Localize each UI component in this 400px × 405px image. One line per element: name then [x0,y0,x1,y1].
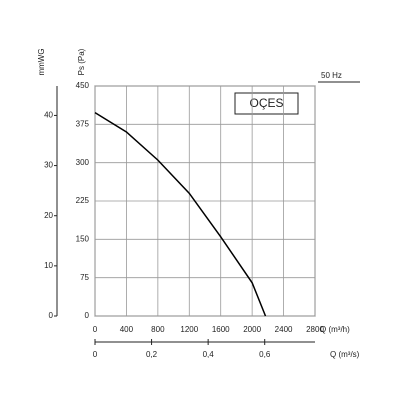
brand-label: OÇES [249,96,283,110]
y-tick-label: 450 [76,81,90,90]
y2-axis-label: mmWG [37,48,46,75]
x2-axis-label: Q (m³/s) [330,350,360,359]
y-tick-label: 0 [85,311,90,320]
frequency-note: 50 Hz [321,71,342,80]
brand-box [234,92,299,115]
y2-tick-label: 10 [44,261,53,270]
x-axis-label: Q (m³/h) [320,325,350,334]
x-tick-label: 1200 [180,325,198,334]
y-tick-label: 150 [76,234,90,243]
x2-tick-label: 0,4 [203,350,215,359]
y-axis-label: Ps (Pa) [77,48,86,75]
x-tick-label: 2400 [275,325,293,334]
x2-tick-label: 0 [93,350,98,359]
x-tick-label: 800 [151,325,165,334]
y2-tick-label: 20 [44,211,53,220]
x-tick-label: 2000 [243,325,261,334]
y-tick-label: 300 [76,158,90,167]
x2-tick-label: 0,2 [146,350,158,359]
x-tick-label: 1600 [212,325,230,334]
x-tick-label: 2800 [306,325,324,334]
x2-tick-label: 0,6 [259,350,271,359]
y2-tick-label: 30 [44,161,53,170]
y-tick-label: 225 [76,196,90,205]
fan-curve [94,111,267,317]
y-tick-label: 375 [76,119,90,128]
y2-tick-label: 40 [44,111,53,120]
x-tick-label: 0 [93,325,98,334]
y-tick-label: 75 [80,273,89,282]
x-tick-label: 400 [120,325,134,334]
y2-tick-label: 0 [49,311,54,320]
